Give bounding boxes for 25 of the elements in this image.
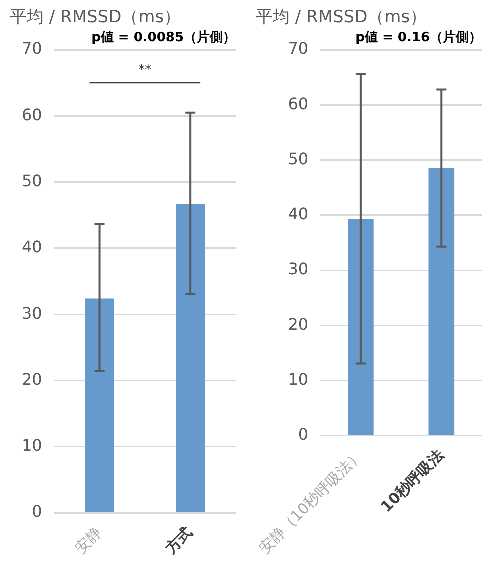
y-tick-label: 0: [298, 425, 309, 444]
y-tick-label: 10: [22, 436, 42, 456]
y-tick-label: 60: [22, 105, 42, 124]
y-tick-label: 0: [32, 502, 42, 522]
chart-title: 平均 / RMSSD（ms）: [10, 8, 182, 28]
y-tick-label: 20: [288, 314, 309, 334]
chart-subtitle: p値 = 0.0085（片側）: [92, 30, 236, 46]
y-tick-label: 10: [288, 370, 309, 389]
y-tick-label: 30: [288, 260, 309, 279]
y-tick-label: 30: [22, 304, 42, 323]
x-tick-label: 10秒呼吸法: [377, 446, 448, 516]
y-tick-label: 70: [288, 39, 309, 58]
annotation: **: [138, 62, 152, 78]
y-tick-label: 50: [288, 149, 309, 168]
chart-title: 平均 / RMSSD（ms）: [256, 8, 428, 28]
x-tick-label: 安静: [71, 523, 106, 558]
x-tick-label: 安静（10秒呼吸法）: [255, 446, 367, 558]
y-tick-label: 20: [22, 370, 42, 389]
y-tick-label: 40: [22, 238, 42, 257]
x-tick-label: 方式: [162, 523, 196, 558]
y-tick-label: 50: [22, 171, 42, 190]
y-tick-label: 40: [288, 204, 309, 224]
chart-subtitle: p値 = 0.16（片側）: [356, 30, 482, 46]
y-tick-label: 70: [22, 39, 42, 58]
y-tick-label: 60: [288, 94, 309, 114]
